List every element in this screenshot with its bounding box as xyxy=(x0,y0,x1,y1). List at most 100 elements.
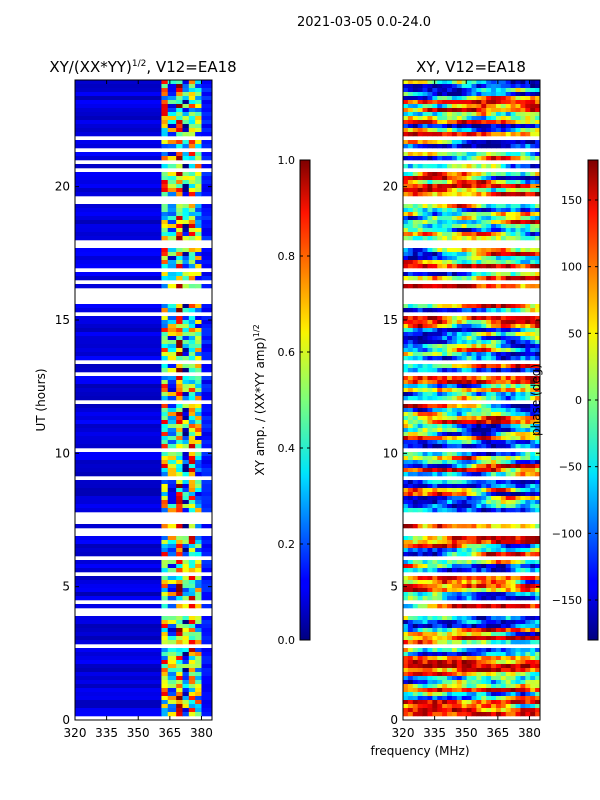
phase-cell xyxy=(412,424,419,429)
phase-cell xyxy=(417,224,423,229)
phase-cell xyxy=(486,172,492,177)
phase-cell xyxy=(500,580,507,585)
phase-cell xyxy=(520,392,526,397)
phase-cell xyxy=(432,452,438,457)
phase-cell xyxy=(422,332,428,337)
amp-ratio-cell xyxy=(195,440,202,445)
phase-cell xyxy=(481,324,487,329)
phase-cell xyxy=(422,496,428,501)
phase-cell xyxy=(447,640,453,645)
phase-cell xyxy=(505,344,512,349)
phase-cell xyxy=(403,584,409,589)
amp-ratio-cell xyxy=(161,220,169,225)
amp-ratio-cell xyxy=(167,508,177,513)
phase-cell xyxy=(422,592,428,597)
phase-cell xyxy=(495,596,502,601)
phase-cell xyxy=(515,188,521,193)
phase-cell xyxy=(427,560,433,565)
phase-cell xyxy=(510,420,516,425)
amp-ratio-cell xyxy=(161,504,169,509)
phase-cell xyxy=(407,452,414,457)
phase-cell xyxy=(471,468,477,473)
phase-cell xyxy=(412,108,419,113)
phase-cell xyxy=(422,596,428,601)
amp-ratio-cell xyxy=(176,624,183,629)
phase-cell xyxy=(407,152,414,157)
amp-ratio-cell xyxy=(195,184,202,189)
phase-cell xyxy=(466,412,472,417)
amp-ratio-cell xyxy=(75,344,162,349)
colorbar-tick-label: 0.2 xyxy=(278,538,296,551)
phase-cell xyxy=(412,660,419,665)
phase-cell xyxy=(481,576,487,581)
phase-cell xyxy=(432,560,438,565)
phase-cell xyxy=(520,116,526,121)
phase-cell xyxy=(500,356,507,361)
phase-cell xyxy=(525,272,531,277)
phase-cell xyxy=(412,260,419,265)
phase-cell xyxy=(417,384,423,389)
amp-ratio-cell xyxy=(167,180,177,185)
phase-cell xyxy=(510,96,516,101)
phase-cell xyxy=(447,176,453,181)
phase-cell xyxy=(461,408,468,413)
colorbar-tick-label: 150 xyxy=(561,194,582,207)
phase-cell xyxy=(491,548,497,553)
phase-cell xyxy=(417,624,423,629)
phase-cell xyxy=(447,456,453,461)
phase-cell xyxy=(451,208,458,213)
amp-ratio-cell xyxy=(201,560,212,565)
amp-ratio-cell xyxy=(161,152,169,157)
phase-cell xyxy=(491,544,497,549)
phase-cell xyxy=(510,628,516,633)
colorbar-tick-label: −50 xyxy=(559,461,582,474)
phase-cell xyxy=(447,580,453,585)
phase-cell xyxy=(442,524,448,529)
phase-cell xyxy=(505,596,512,601)
phase-cell xyxy=(530,204,536,209)
phase-cell xyxy=(417,580,423,585)
phase-cell xyxy=(437,712,443,717)
phase-cell xyxy=(437,616,443,621)
phase-cell xyxy=(481,468,487,473)
phase-cell xyxy=(525,248,531,253)
phase-cell xyxy=(471,544,477,549)
amp-ratio-panel: XY/(XX*YY)1/2, V12=EA18 320 335 350 365 380 … xyxy=(34,58,237,740)
phase-cell xyxy=(476,536,482,541)
phase-cell xyxy=(500,676,507,681)
amp-ratio-cell xyxy=(195,680,202,685)
amp-ratio-cell xyxy=(182,96,190,101)
amp-ratio-cell xyxy=(176,508,183,513)
phase-cell xyxy=(466,248,472,253)
amp-ratio-cell xyxy=(201,404,212,409)
phase-cell xyxy=(451,464,458,469)
phase-cell xyxy=(500,364,507,369)
amp-ratio-cell xyxy=(195,316,202,321)
amp-ratio-cell xyxy=(75,488,162,493)
phase-cell xyxy=(510,648,516,653)
amp-ratio-cell xyxy=(201,212,212,217)
phase-cell xyxy=(427,656,433,661)
phase-cell xyxy=(476,668,482,673)
phase-cell xyxy=(442,696,448,701)
phase-cell xyxy=(447,92,453,97)
phase-cell xyxy=(407,344,414,349)
amp-ratio-cell xyxy=(195,344,202,349)
phase-cell xyxy=(510,472,516,477)
phase-cell xyxy=(495,420,502,425)
phase-cell xyxy=(491,164,497,169)
phase-cell xyxy=(442,480,448,485)
phase-cell xyxy=(471,144,477,149)
phase-cell xyxy=(407,120,414,125)
phase-cell xyxy=(437,452,443,457)
phase-cell xyxy=(442,640,448,645)
phase-cell xyxy=(427,548,433,553)
phase-cell xyxy=(422,456,428,461)
phase-cell xyxy=(407,180,414,185)
phase-cell xyxy=(530,536,536,541)
phase-cell xyxy=(417,488,423,493)
phase-cell xyxy=(437,104,443,109)
amp-ratio-cell xyxy=(161,488,169,493)
phase-cell xyxy=(535,320,540,325)
